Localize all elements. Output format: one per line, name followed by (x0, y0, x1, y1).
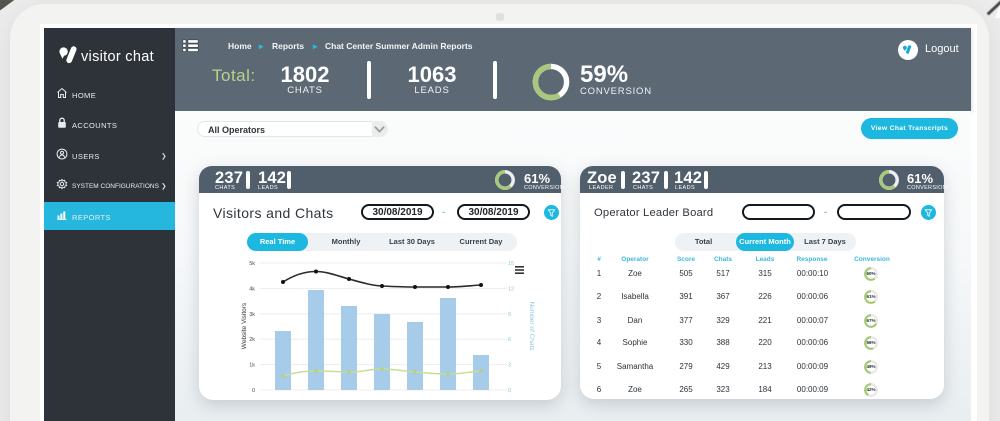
svg-text:Website Visitors: Website Visitors (241, 302, 248, 349)
svg-text:Number of Chats: Number of Chats (528, 301, 535, 351)
svg-text:0: 0 (252, 388, 255, 394)
svg-text:5k: 5k (249, 261, 255, 267)
svg-text:9: 9 (508, 312, 511, 318)
svg-text:3: 3 (508, 363, 511, 369)
svg-text:1k: 1k (249, 363, 255, 369)
svg-text:3k: 3k (249, 312, 255, 318)
svg-text:2k: 2k (249, 337, 255, 343)
svg-text:6: 6 (508, 337, 511, 343)
svg-text:12: 12 (508, 286, 514, 292)
svg-text:4k: 4k (249, 286, 255, 292)
svg-text:0: 0 (508, 388, 511, 394)
svg-text:15: 15 (508, 261, 514, 267)
